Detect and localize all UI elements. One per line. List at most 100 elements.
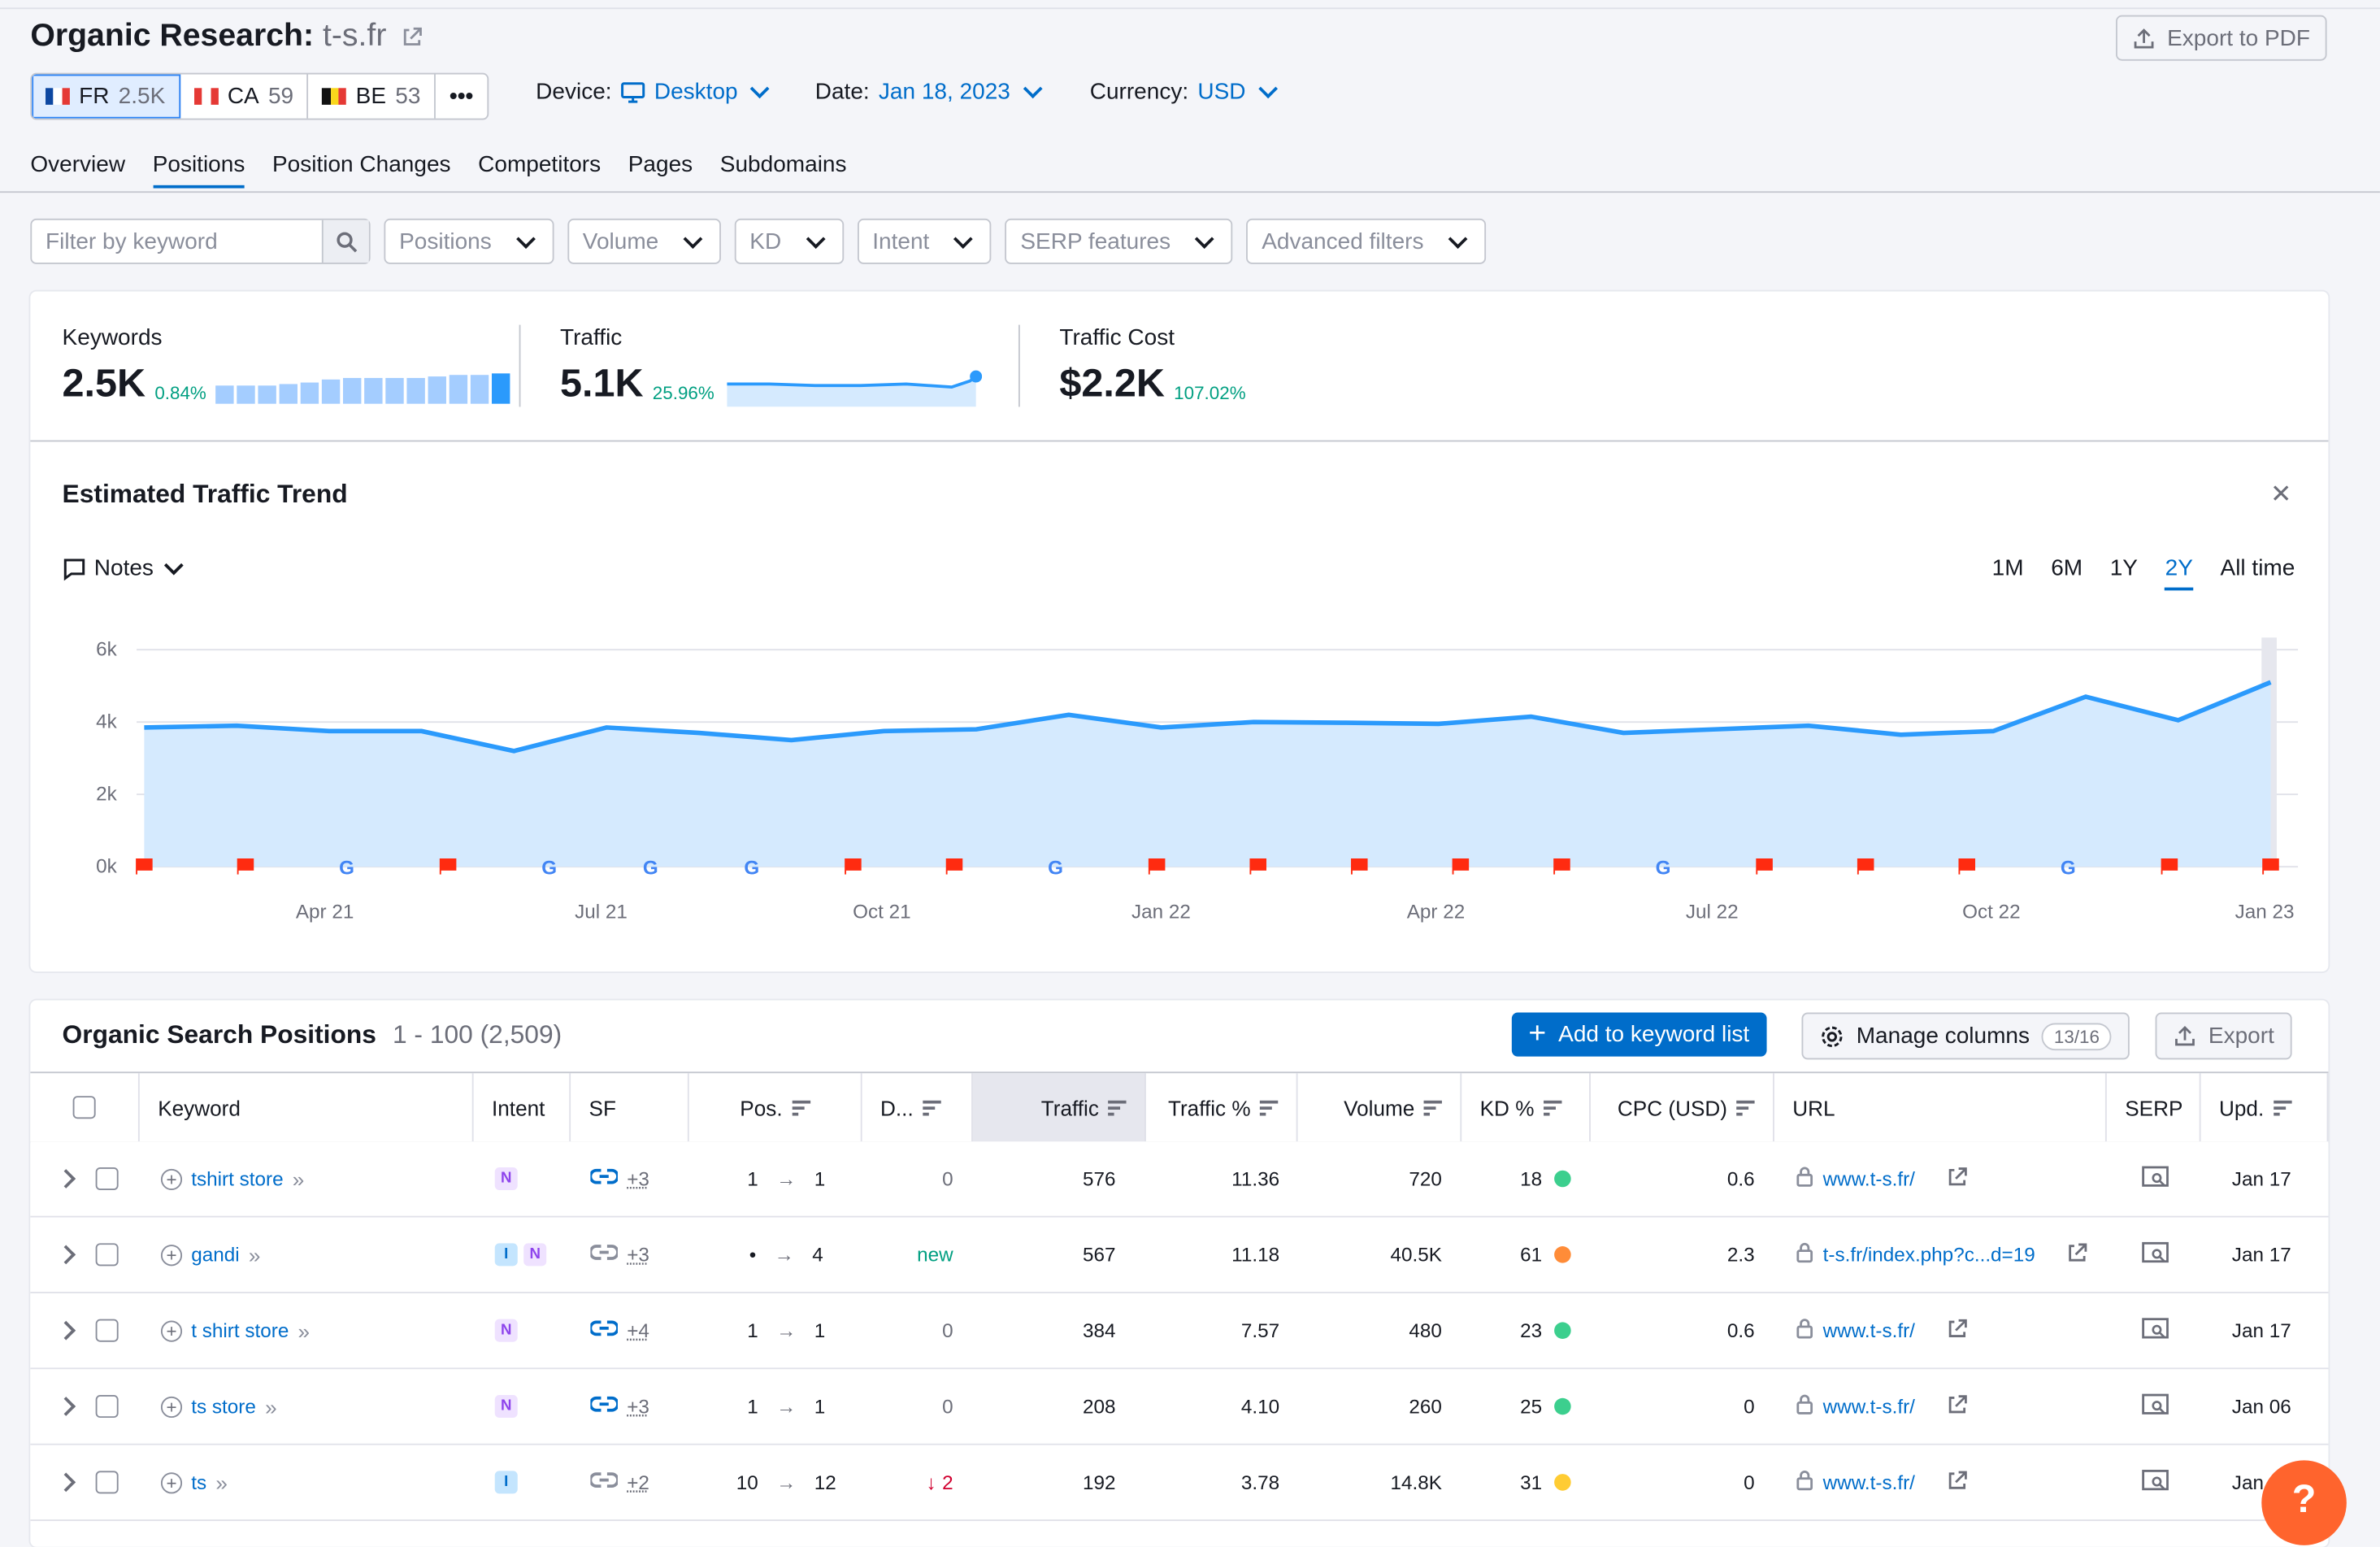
serp-features-count[interactable]: +2 bbox=[627, 1471, 649, 1494]
filter-intent[interactable]: Intent bbox=[857, 218, 992, 264]
chevron-right-icon[interactable] bbox=[55, 1472, 76, 1493]
keyword-details-icon[interactable]: » bbox=[215, 1470, 227, 1495]
column-traffic[interactable]: Traffic % bbox=[1146, 1073, 1298, 1142]
column-kd[interactable]: KD % bbox=[1461, 1073, 1591, 1142]
column-upd[interactable]: Upd. bbox=[2201, 1073, 2329, 1142]
url-link[interactable]: www.t-s.fr/ bbox=[1822, 1319, 1915, 1342]
serp-preview-icon[interactable] bbox=[2142, 1317, 2169, 1345]
url-link[interactable]: www.t-s.fr/ bbox=[1822, 1395, 1915, 1419]
close-icon[interactable]: ✕ bbox=[2270, 480, 2292, 509]
keywords-metric[interactable]: Keywords 2.5K 0.84% bbox=[63, 325, 510, 407]
range-1y[interactable]: 1Y bbox=[2109, 555, 2139, 582]
column-sf[interactable]: SF bbox=[571, 1073, 689, 1142]
row-checkbox[interactable] bbox=[94, 1167, 118, 1190]
tab-position-changes[interactable]: Position Changes bbox=[271, 151, 451, 178]
add-to-keyword-list-button[interactable]: + Add to keyword list bbox=[1511, 1012, 1766, 1057]
add-keyword-icon[interactable]: + bbox=[160, 1471, 183, 1493]
external-link-icon[interactable] bbox=[2065, 1241, 2088, 1269]
keyword-details-icon[interactable]: » bbox=[265, 1394, 276, 1419]
column-keyword[interactable]: Keyword bbox=[140, 1073, 474, 1142]
traffic-metric[interactable]: Traffic 5.1K 25.96% bbox=[560, 325, 982, 407]
filter-volume[interactable]: Volume bbox=[567, 218, 721, 264]
serp-preview-icon[interactable] bbox=[2142, 1165, 2169, 1193]
keyword-link[interactable]: gandi bbox=[191, 1243, 240, 1267]
database-be[interactable]: BE 53 bbox=[309, 74, 436, 119]
database-ca[interactable]: CA 59 bbox=[180, 74, 309, 119]
keyword-details-icon[interactable]: » bbox=[298, 1318, 310, 1343]
keyword-filter[interactable]: Filter by keyword bbox=[30, 218, 371, 264]
sort-icon[interactable] bbox=[1423, 1097, 1442, 1118]
range-6m[interactable]: 6M bbox=[2051, 555, 2083, 582]
notes-dropdown[interactable]: Notes bbox=[63, 555, 187, 581]
chevron-right-icon[interactable] bbox=[55, 1320, 76, 1341]
traffic-cost-metric[interactable]: Traffic Cost $2.2K 107.02% bbox=[1059, 325, 1245, 407]
search-button[interactable] bbox=[321, 219, 369, 263]
column-volume[interactable]: Volume bbox=[1298, 1073, 1462, 1142]
tab-subdomains[interactable]: Subdomains bbox=[719, 151, 847, 178]
row-checkbox[interactable] bbox=[94, 1471, 118, 1494]
serp-features-count[interactable]: +4 bbox=[627, 1319, 649, 1342]
row-checkbox[interactable] bbox=[94, 1319, 118, 1342]
sort-icon[interactable] bbox=[1736, 1097, 1755, 1118]
serp-features-count[interactable]: +3 bbox=[627, 1167, 649, 1190]
range-1m[interactable]: 1M bbox=[1991, 555, 2024, 582]
range-2y[interactable]: 2Y bbox=[2165, 555, 2193, 591]
row-checkbox[interactable] bbox=[94, 1243, 118, 1267]
url-link[interactable]: t-s.fr/index.php?c...d=19 bbox=[1822, 1243, 2035, 1267]
keyword-link[interactable]: tshirt store bbox=[191, 1167, 284, 1190]
chevron-right-icon[interactable] bbox=[55, 1397, 76, 1416]
serp-features-count[interactable]: +3 bbox=[627, 1243, 649, 1267]
row-checkbox[interactable] bbox=[94, 1395, 118, 1419]
add-keyword-icon[interactable]: + bbox=[160, 1244, 183, 1266]
column-d[interactable]: D... bbox=[862, 1073, 973, 1142]
serp-preview-icon[interactable] bbox=[2142, 1469, 2169, 1497]
add-keyword-icon[interactable]: + bbox=[160, 1395, 183, 1418]
keyword-link[interactable]: ts store bbox=[191, 1395, 256, 1419]
external-link-icon[interactable] bbox=[1945, 1317, 1968, 1345]
keyword-link[interactable]: t shirt store bbox=[191, 1319, 289, 1342]
filter-kd[interactable]: KD bbox=[734, 218, 844, 264]
filter-positions[interactable]: Positions bbox=[384, 218, 554, 264]
device-selector[interactable]: Device: Desktop bbox=[536, 79, 772, 105]
external-link-icon[interactable] bbox=[1945, 1165, 1968, 1193]
chevron-right-icon[interactable] bbox=[55, 1169, 76, 1188]
sort-icon[interactable] bbox=[1259, 1097, 1279, 1118]
tab-competitors[interactable]: Competitors bbox=[478, 151, 602, 178]
filter-advanced-filters[interactable]: Advanced filters bbox=[1246, 218, 1487, 264]
tab-positions[interactable]: Positions bbox=[152, 152, 245, 189]
filter-serp-features[interactable]: SERP features bbox=[1005, 218, 1233, 264]
add-keyword-icon[interactable]: + bbox=[160, 1167, 183, 1190]
external-link-icon[interactable] bbox=[402, 26, 424, 49]
column-url[interactable]: URL bbox=[1774, 1073, 2107, 1142]
keyword-details-icon[interactable]: » bbox=[248, 1242, 260, 1267]
more-databases-button[interactable]: ••• bbox=[449, 83, 474, 110]
column-intent[interactable]: Intent bbox=[474, 1073, 571, 1142]
url-link[interactable]: www.t-s.fr/ bbox=[1822, 1471, 1915, 1494]
select-all-checkbox[interactable] bbox=[72, 1096, 96, 1119]
sort-icon[interactable] bbox=[1108, 1097, 1127, 1118]
database-fr[interactable]: FR 2.5K bbox=[32, 74, 180, 119]
serp-features-count[interactable]: +3 bbox=[627, 1395, 649, 1419]
tab-overview[interactable]: Overview bbox=[30, 151, 126, 178]
column-pos[interactable]: Pos. bbox=[689, 1073, 862, 1142]
serp-preview-icon[interactable] bbox=[2142, 1393, 2169, 1420]
serp-preview-icon[interactable] bbox=[2142, 1241, 2169, 1269]
column-traffic[interactable]: Traffic bbox=[972, 1073, 1146, 1142]
sort-icon[interactable] bbox=[2273, 1097, 2291, 1118]
sort-icon[interactable] bbox=[922, 1097, 941, 1118]
date-selector[interactable]: Date: Jan 18, 2023 bbox=[815, 79, 1045, 105]
export-button[interactable]: Export bbox=[2155, 1012, 2293, 1060]
keyword-link[interactable]: ts bbox=[191, 1471, 207, 1494]
help-button[interactable]: ? bbox=[2261, 1460, 2347, 1545]
external-link-icon[interactable] bbox=[1945, 1393, 1968, 1420]
sort-icon[interactable] bbox=[1543, 1097, 1562, 1118]
column-cpc-usd[interactable]: CPC (USD) bbox=[1591, 1073, 1774, 1142]
external-link-icon[interactable] bbox=[1945, 1469, 1968, 1497]
domain-text[interactable]: t-s.fr bbox=[322, 18, 387, 54]
manage-columns-button[interactable]: Manage columns 13/16 bbox=[1801, 1012, 2130, 1060]
keyword-details-icon[interactable]: » bbox=[292, 1167, 304, 1191]
url-link[interactable]: www.t-s.fr/ bbox=[1822, 1167, 1915, 1190]
column-serp[interactable]: SERP bbox=[2107, 1073, 2201, 1142]
range-all-time[interactable]: All time bbox=[2220, 555, 2295, 582]
tab-pages[interactable]: Pages bbox=[628, 151, 693, 178]
